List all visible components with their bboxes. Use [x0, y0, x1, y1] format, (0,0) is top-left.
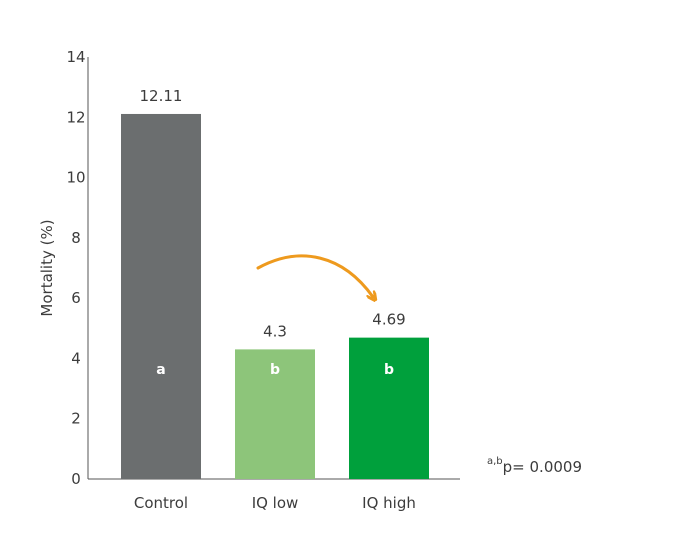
bar-value-label: 12.11: [140, 87, 183, 105]
p-value-footnote: a,bp= 0.0009: [487, 456, 582, 476]
y-tick-label: 0: [71, 470, 81, 488]
y-tick-label: 2: [71, 410, 81, 428]
y-tick-label: 8: [71, 229, 81, 247]
significance-letter: b: [270, 362, 280, 378]
significance-letter: b: [384, 362, 394, 378]
significance-letter: a: [156, 362, 165, 378]
y-axis-label: Mortality (%): [38, 219, 56, 316]
y-tick-label: 4: [71, 349, 81, 367]
bars: 12.11 a Control 4.3 b IQ low 4.69 b IQ high: [121, 87, 429, 512]
bar-value-label: 4.69: [372, 311, 405, 329]
y-tick-label: 10: [66, 169, 85, 187]
footnote-superscript: a,b: [487, 456, 503, 467]
bar: [235, 349, 315, 479]
bar: [121, 113, 201, 479]
footnote-text: p= 0.0009: [502, 458, 582, 476]
y-tick-label: 12: [66, 108, 85, 126]
x-category-label: Control: [134, 494, 188, 512]
bar: [349, 337, 429, 479]
x-category-label: IQ low: [252, 494, 299, 512]
y-tick-label: 6: [71, 289, 81, 307]
y-tick-label: 14: [66, 48, 85, 66]
x-category-label: IQ high: [362, 494, 416, 512]
bar-value-label: 4.3: [263, 322, 287, 340]
trend-arrow: [256, 254, 373, 297]
